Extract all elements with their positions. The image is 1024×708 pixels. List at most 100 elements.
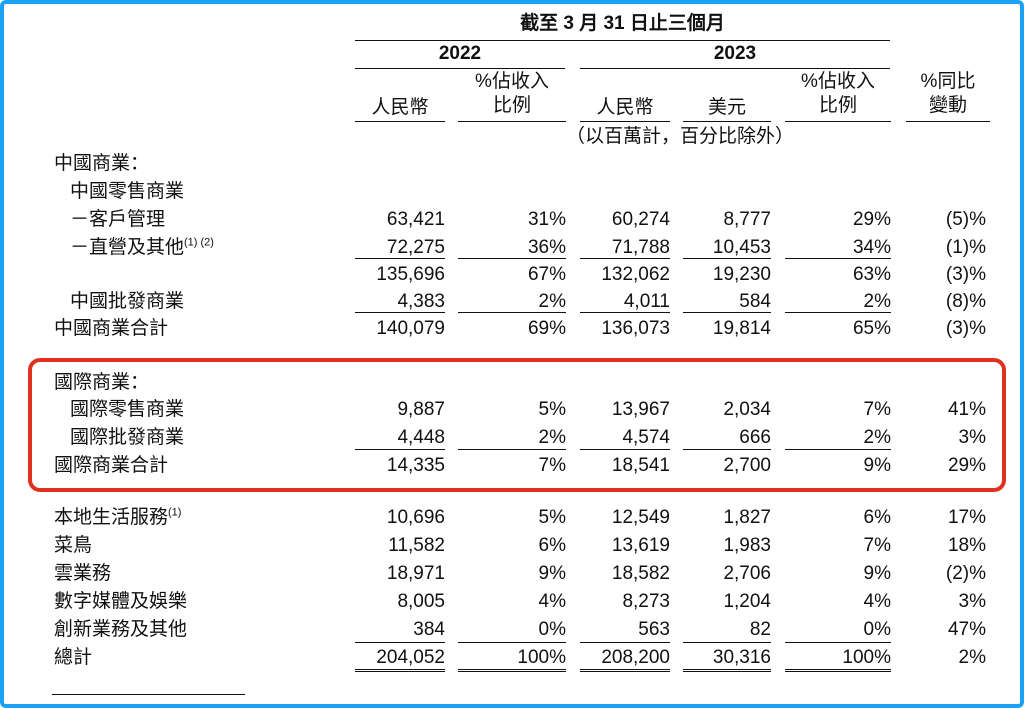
year-2023: 2023: [713, 43, 757, 64]
cell-total-rmb-2022: 204,052: [376, 647, 445, 668]
section-label-china: 中國商業：: [54, 153, 150, 174]
cell-china-wholesale-pct-2022: 2%: [538, 291, 566, 312]
cell-direct-other-rmb-2023: 71,788: [611, 237, 670, 258]
row-label-local-services: 本地生活服務(1): [54, 506, 181, 530]
cell-customer-mgmt-yoy: (5)%: [945, 209, 986, 230]
cell-china-wholesale-usd-2023: 584: [739, 291, 771, 312]
row-label-intl-wholesale: 國際批發商業: [70, 427, 185, 448]
row-label-cloud: 雲業務: [54, 563, 112, 584]
cell-china-wholesale-rmb-2023: 4,011: [623, 291, 670, 312]
cell-direct-other-rmb-2022: 72,275: [386, 237, 445, 258]
cell-intl-wholesale-yoy: 3%: [958, 427, 986, 448]
grand-total-double-rule: [785, 669, 891, 672]
cell-dme-pct-2022: 4%: [538, 591, 566, 612]
cell-china-retail-subtotal-rmb-2023: 132,062: [601, 264, 670, 285]
cell-local-services-usd-2023: 1,827: [723, 507, 771, 528]
cell-direct-other-pct-2023: 34%: [852, 237, 891, 258]
cell-direct-other-pct-2022: 36%: [527, 237, 566, 258]
cell-cloud-rmb-2023: 18,582: [611, 563, 670, 584]
cell-china-retail-subtotal-yoy: (3)%: [945, 264, 986, 285]
col-pct-2022: %佔收入 比例: [475, 71, 549, 116]
cell-innovation-usd-2023: 82: [749, 619, 771, 640]
cell-intl-wholesale-pct-2023: 2%: [863, 427, 891, 448]
row-label-intl-retail: 國際零售商業: [70, 399, 185, 420]
col-pct-2023: %佔收入 比例: [801, 71, 875, 116]
cell-intl-retail-yoy: 41%: [947, 399, 986, 420]
cell-cainiao-pct-2022: 6%: [538, 535, 566, 556]
col-usd-2023: 美元: [707, 97, 746, 118]
cell-innovation-yoy: 47%: [947, 619, 986, 640]
cell-intl-total-rmb-2023: 18,541: [611, 455, 670, 476]
subtotal-rule: [683, 312, 771, 313]
subtotal-rule: [458, 258, 566, 259]
cell-total-usd-2023: 30,316: [712, 647, 771, 668]
col-rule: [580, 121, 670, 122]
cell-total-pct-2023: 100%: [842, 647, 891, 668]
cell-customer-mgmt-pct-2023: 29%: [852, 209, 891, 230]
total-rule: [580, 642, 670, 643]
cell-direct-other-usd-2023: 10,453: [712, 237, 771, 258]
subtotal-rule: [785, 258, 891, 259]
row-label-intl-total: 國際商業合計: [54, 455, 169, 476]
cell-innovation-pct-2022: 0%: [538, 619, 566, 640]
row-label-innovation: 創新業務及其他: [54, 619, 188, 640]
total-rule: [355, 642, 445, 643]
total-rule: [458, 642, 566, 643]
cell-cloud-usd-2023: 2,706: [723, 563, 771, 584]
cell-customer-mgmt-rmb-2022: 63,421: [386, 209, 445, 230]
row-label-customer-mgmt: －客戶管理: [70, 209, 166, 230]
cell-intl-total-pct-2022: 7%: [538, 455, 566, 476]
subtotal-rule: [580, 258, 670, 259]
col-rule: [458, 121, 566, 122]
row-label-dme: 數字媒體及娛樂: [54, 591, 188, 612]
cell-dme-pct-2023: 4%: [863, 591, 891, 612]
cell-cloud-yoy: (2)%: [945, 563, 986, 584]
cell-cloud-pct-2022: 9%: [538, 563, 566, 584]
cell-china-total-usd-2023: 19,814: [712, 318, 771, 339]
cell-local-services-rmb-2023: 12,549: [611, 507, 670, 528]
row-label-direct-other-text: －直營及其他: [70, 237, 185, 258]
row-label-direct-other: －直營及其他(1) (2): [70, 236, 214, 260]
subtotal-rule: [785, 449, 891, 450]
cell-china-total-pct-2023: 65%: [852, 318, 891, 339]
col-rule: [906, 121, 990, 122]
cell-cainiao-yoy: 18%: [947, 535, 986, 556]
row-label-china-total: 中國商業合計: [54, 318, 169, 339]
row-label-cainiao: 菜鳥: [54, 535, 93, 556]
cell-china-wholesale-rmb-2022: 4,383: [397, 291, 445, 312]
cell-china-total-yoy: (3)%: [945, 318, 986, 339]
cell-china-retail-subtotal-pct-2022: 67%: [527, 264, 566, 285]
cell-customer-mgmt-usd-2023: 8,777: [723, 209, 771, 230]
cell-total-yoy: 2%: [958, 647, 986, 668]
cell-customer-mgmt-pct-2022: 31%: [527, 209, 566, 230]
subtotal-rule: [580, 312, 670, 313]
international-commerce-highlight-box: [28, 358, 1006, 492]
cell-cainiao-rmb-2023: 13,619: [611, 535, 670, 556]
footnote-ref: (1): [168, 506, 182, 519]
cell-intl-wholesale-pct-2022: 2%: [538, 427, 566, 448]
subtotal-rule: [355, 258, 445, 259]
cell-dme-rmb-2022: 8,005: [397, 591, 445, 612]
unit-note: （以百萬計，百分比除外）: [565, 126, 794, 147]
grand-total-double-rule: [683, 669, 771, 672]
grand-total-double-rule: [355, 669, 445, 672]
cell-intl-total-pct-2023: 9%: [863, 455, 891, 476]
subtotal-rule: [683, 258, 771, 259]
col-rmb-2022: 人民幣: [371, 97, 429, 118]
grand-total-double-rule: [580, 669, 670, 672]
col-rule: [683, 121, 771, 122]
cell-china-retail-subtotal-pct-2023: 63%: [852, 264, 891, 285]
col-rule: [785, 121, 891, 122]
cell-china-total-rmb-2022: 140,079: [376, 318, 445, 339]
total-rule: [683, 642, 771, 643]
cell-intl-total-usd-2023: 2,700: [723, 455, 771, 476]
cell-china-total-pct-2022: 69%: [527, 318, 566, 339]
cell-intl-wholesale-rmb-2022: 4,448: [397, 427, 445, 448]
subtotal-rule: [785, 312, 891, 313]
cell-intl-retail-pct-2023: 7%: [863, 399, 891, 420]
cell-dme-yoy: 3%: [958, 591, 986, 612]
year-2022: 2022: [438, 43, 482, 64]
cell-intl-wholesale-usd-2023: 666: [739, 427, 771, 448]
cell-innovation-rmb-2022: 384: [413, 619, 445, 640]
